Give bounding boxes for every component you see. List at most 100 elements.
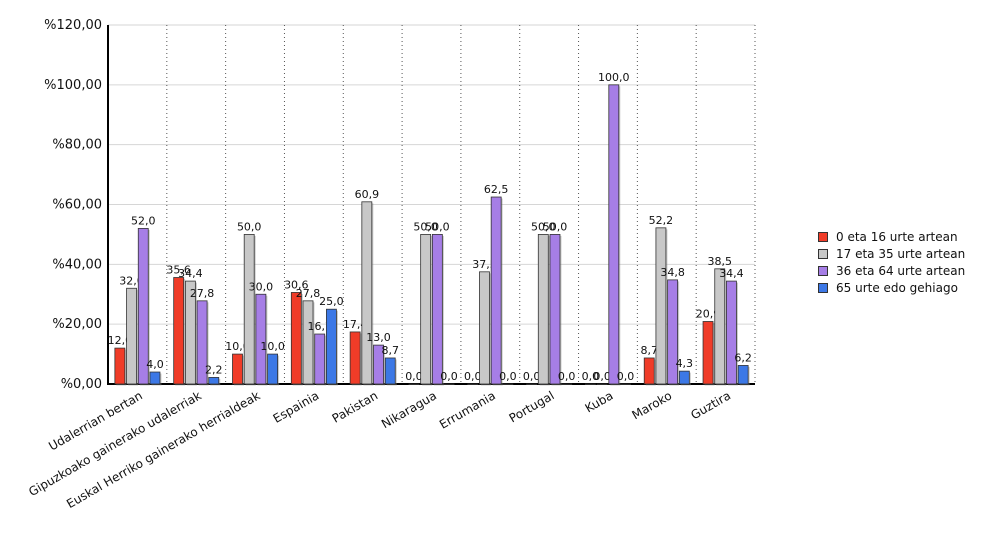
bar bbox=[502, 383, 514, 385]
bar bbox=[349, 331, 361, 385]
bar bbox=[114, 347, 126, 385]
bar-value-label: 8,7 bbox=[640, 344, 658, 357]
bar-value-label: 0,0 bbox=[558, 370, 576, 383]
bar bbox=[408, 383, 420, 385]
bar bbox=[714, 268, 726, 385]
bar bbox=[561, 383, 573, 385]
y-tick-label: %60,00 bbox=[52, 198, 102, 213]
x-tick-label: Kuba bbox=[583, 388, 616, 415]
bar bbox=[678, 370, 690, 385]
bar bbox=[726, 280, 737, 385]
bar-value-label: 30,0 bbox=[249, 280, 274, 293]
legend-item: 17 eta 35 urte artean bbox=[818, 245, 965, 262]
bar bbox=[326, 308, 337, 385]
legend-swatch bbox=[818, 248, 828, 259]
bar bbox=[702, 321, 714, 385]
bar bbox=[243, 234, 255, 385]
bar bbox=[267, 353, 278, 385]
bar bbox=[537, 234, 549, 385]
x-tick-label: Espainia bbox=[271, 388, 322, 425]
y-tick-label: %20,00 bbox=[52, 317, 102, 332]
bar-value-label: 17,4 bbox=[343, 318, 368, 331]
bar-value-label: 35,6 bbox=[166, 263, 191, 276]
legend-label: 36 eta 64 urte artean bbox=[836, 263, 966, 278]
bar bbox=[620, 383, 631, 385]
legend: 0 eta 16 urte artean 17 eta 35 urte artea… bbox=[818, 228, 965, 296]
bar bbox=[608, 84, 620, 385]
bar-value-label: 34,4 bbox=[178, 267, 203, 280]
bar-value-label: 52,0 bbox=[131, 214, 156, 227]
bar bbox=[196, 300, 208, 385]
bar bbox=[137, 228, 149, 385]
bar bbox=[737, 365, 749, 385]
bar-value-label: 8,7 bbox=[381, 344, 399, 357]
bar bbox=[384, 357, 396, 385]
x-tick-label: Errumania bbox=[437, 388, 498, 431]
bar-value-label: 62,5 bbox=[484, 183, 509, 196]
x-tick-label: Portugal bbox=[507, 388, 557, 425]
bar-value-label: 38,5 bbox=[707, 255, 732, 268]
legend-label: 0 eta 16 urte artean bbox=[836, 229, 958, 244]
bar-value-label: 4,0 bbox=[146, 358, 164, 371]
bar bbox=[208, 377, 220, 385]
bar bbox=[443, 383, 455, 385]
bar bbox=[667, 279, 679, 385]
bar-value-label: 34,8 bbox=[660, 266, 685, 279]
y-tick-label: %100,00 bbox=[44, 78, 102, 93]
bar-value-label: 60,9 bbox=[355, 188, 380, 201]
legend-label: 17 eta 35 urte artean bbox=[836, 246, 966, 261]
x-tick-label: Guztira bbox=[688, 388, 733, 422]
bar-value-label: 25,0 bbox=[319, 295, 344, 308]
bar-value-label: 50,0 bbox=[425, 220, 450, 233]
bar bbox=[173, 277, 185, 385]
bar-value-label: 34,4 bbox=[719, 267, 744, 280]
y-tick-label: %120,00 bbox=[44, 18, 102, 33]
bar-value-label: 0,0 bbox=[617, 370, 635, 383]
bar bbox=[420, 234, 432, 385]
legend-item: 65 urte edo gehiago bbox=[818, 279, 965, 296]
bar bbox=[373, 344, 384, 385]
bar bbox=[490, 196, 502, 385]
bar-value-label: 16,7 bbox=[307, 320, 332, 333]
bar-value-label: 27,8 bbox=[190, 287, 215, 300]
x-tick-label: Maroko bbox=[630, 388, 675, 422]
bar bbox=[479, 271, 490, 385]
bar-value-label: 50,0 bbox=[413, 220, 438, 233]
legend-item: 36 eta 64 urte artean bbox=[818, 262, 965, 279]
bar-value-label: 52,2 bbox=[649, 214, 674, 227]
bar-value-label: 0,0 bbox=[405, 370, 423, 383]
bar bbox=[585, 383, 596, 385]
bar bbox=[643, 357, 655, 385]
bar-value-label: 0,0 bbox=[464, 370, 482, 383]
bar-value-label: 20,9 bbox=[696, 307, 721, 320]
legend-swatch bbox=[818, 282, 828, 293]
bar bbox=[526, 383, 537, 385]
bar-value-label: 4,3 bbox=[676, 357, 694, 370]
legend-item: 0 eta 16 urte artean bbox=[818, 228, 965, 245]
bar-value-label: 30,6 bbox=[284, 278, 309, 291]
bar bbox=[184, 280, 196, 385]
bar-value-label: 32,0 bbox=[119, 274, 144, 287]
bar-value-label: 2,2 bbox=[205, 363, 223, 376]
bar-value-label: 0,0 bbox=[523, 370, 541, 383]
bar-value-label: 50,0 bbox=[237, 220, 262, 233]
bar bbox=[361, 201, 373, 385]
x-tick-label: Udalerrian bertan bbox=[46, 388, 145, 453]
bar-value-label: 50,0 bbox=[543, 220, 568, 233]
legend-label: 65 urte edo gehiago bbox=[836, 280, 958, 295]
bar-value-label: 10,0 bbox=[260, 340, 285, 353]
x-tick-label: Pakistan bbox=[330, 388, 381, 425]
bar bbox=[302, 300, 314, 385]
bar-value-label: 0,0 bbox=[582, 370, 600, 383]
bar bbox=[431, 234, 443, 385]
y-tick-label: %0,00 bbox=[61, 377, 102, 392]
bar bbox=[467, 383, 479, 385]
x-tick-label: Nikaragua bbox=[379, 388, 439, 431]
bar-value-label: 10,0 bbox=[225, 340, 250, 353]
bar bbox=[655, 227, 667, 385]
y-tick-label: %40,00 bbox=[52, 257, 102, 272]
bar-value-label: 0,0 bbox=[593, 370, 611, 383]
bar bbox=[290, 292, 302, 385]
bar bbox=[596, 383, 608, 385]
